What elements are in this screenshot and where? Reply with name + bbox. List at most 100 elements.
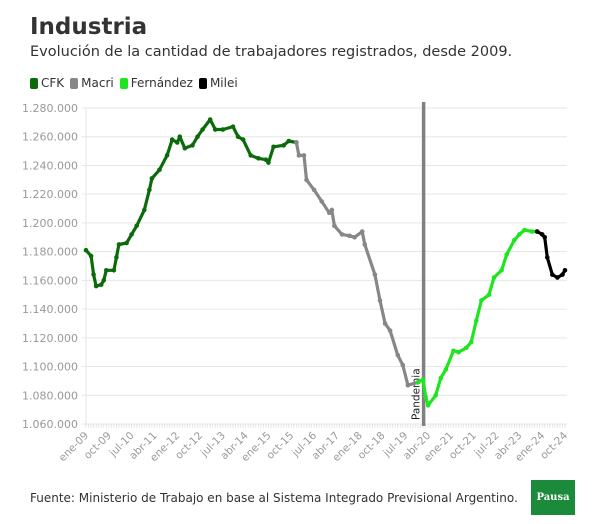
data-point bbox=[111, 268, 117, 273]
data-point bbox=[220, 127, 226, 132]
data-point bbox=[311, 187, 317, 193]
y-tick-label: 1.080.000 bbox=[22, 389, 78, 402]
data-point bbox=[473, 318, 479, 323]
data-point bbox=[562, 268, 568, 273]
data-point bbox=[301, 153, 307, 158]
data-point bbox=[499, 268, 504, 273]
data-point bbox=[443, 367, 449, 372]
data-point bbox=[550, 272, 555, 277]
data-point bbox=[101, 278, 107, 283]
data-point bbox=[134, 223, 139, 229]
series-line-fernández bbox=[416, 228, 539, 407]
y-tick-label: 1.280.000 bbox=[22, 102, 78, 115]
data-point bbox=[88, 253, 94, 259]
data-point bbox=[332, 223, 337, 229]
data-point bbox=[329, 207, 335, 213]
data-point bbox=[504, 252, 510, 257]
data-point bbox=[98, 282, 104, 287]
legend-item-macri[interactable]: Macri bbox=[70, 76, 114, 90]
legend: CFK Macri Fernández Milei bbox=[30, 76, 238, 90]
data-point bbox=[347, 233, 352, 239]
y-tick-label: 1.120.000 bbox=[22, 332, 78, 345]
x-axis: ene-09oct-09jul-10abr-11ene-12oct-12jul-… bbox=[57, 424, 570, 464]
legend-swatch bbox=[198, 77, 207, 89]
pandemic-annotation: Pandemia bbox=[411, 102, 426, 426]
series-line-macri bbox=[294, 140, 420, 387]
y-axis: 1.060.000 1.080.000 1.100.000 1.120.000 1.14… bbox=[22, 102, 78, 431]
data-point bbox=[451, 348, 456, 354]
data-point bbox=[319, 199, 324, 204]
line-chart: 1.060.000 1.080.000 1.100.000 1.120.000 1.14… bbox=[22, 102, 570, 464]
legend-label: Milei bbox=[209, 76, 238, 90]
legend-item-cfk[interactable]: CFK bbox=[30, 76, 64, 90]
data-point bbox=[114, 255, 119, 260]
y-tick-label: 1.180.000 bbox=[22, 246, 78, 259]
data-point bbox=[542, 234, 548, 240]
legend-item-milei[interactable]: Milei bbox=[198, 76, 238, 90]
data-point bbox=[544, 255, 550, 260]
data-point bbox=[116, 242, 122, 247]
data-point bbox=[230, 124, 236, 129]
data-point bbox=[456, 349, 461, 355]
gridlines bbox=[82, 107, 567, 425]
data-point bbox=[294, 140, 299, 145]
data-point bbox=[207, 117, 213, 122]
y-tick-label: 1.160.000 bbox=[22, 274, 78, 287]
data-point bbox=[423, 394, 428, 400]
legend-item-fernandez[interactable]: Fernández bbox=[119, 76, 193, 90]
y-tick-label: 1.260.000 bbox=[22, 131, 78, 144]
data-point bbox=[468, 339, 474, 345]
chart-subtitle: Evolución de la cantidad de trabajadores… bbox=[30, 44, 513, 60]
data-point bbox=[382, 321, 388, 326]
data-point bbox=[339, 232, 345, 237]
data-point bbox=[235, 134, 241, 140]
data-point bbox=[522, 227, 527, 233]
y-tick-label: 1.100.000 bbox=[22, 361, 78, 374]
data-point bbox=[164, 153, 170, 158]
data-point bbox=[433, 392, 439, 398]
data-point bbox=[405, 382, 411, 388]
data-point bbox=[91, 272, 96, 277]
data-point bbox=[359, 229, 365, 234]
data-point bbox=[415, 380, 421, 385]
data-point bbox=[362, 242, 368, 247]
data-point bbox=[286, 138, 292, 144]
legend-label: Fernández bbox=[130, 76, 193, 90]
legend-swatch bbox=[119, 77, 128, 89]
data-point bbox=[372, 272, 378, 277]
data-point bbox=[479, 298, 484, 303]
pandemic-label: Pandemia bbox=[411, 368, 423, 420]
data-point bbox=[240, 137, 246, 142]
data-point bbox=[377, 298, 383, 303]
data-point bbox=[190, 143, 195, 148]
data-point bbox=[177, 134, 183, 140]
data-point bbox=[212, 127, 218, 132]
legend-label: Macri bbox=[81, 76, 114, 90]
data-point bbox=[517, 232, 522, 237]
data-point bbox=[304, 177, 309, 183]
data-point bbox=[491, 275, 497, 280]
data-point bbox=[395, 352, 401, 358]
data-point bbox=[281, 143, 286, 148]
data-point bbox=[560, 272, 565, 277]
y-tick-label: 1.200.000 bbox=[22, 217, 78, 230]
data-point bbox=[420, 377, 426, 382]
data-point bbox=[103, 268, 109, 273]
data-point bbox=[425, 403, 431, 408]
data-point bbox=[534, 229, 540, 234]
pausa-logo[interactable]: Pausa bbox=[531, 480, 575, 515]
data-point bbox=[200, 127, 205, 132]
data-point bbox=[124, 240, 129, 246]
y-tick-label: 1.220.000 bbox=[22, 188, 78, 201]
data-point bbox=[463, 345, 469, 351]
data-point bbox=[157, 167, 162, 173]
y-tick-label: 1.240.000 bbox=[22, 159, 78, 172]
data-point bbox=[182, 145, 188, 151]
legend-swatch bbox=[30, 77, 38, 89]
data-point bbox=[512, 237, 517, 243]
data-point bbox=[266, 160, 271, 165]
y-tick-label: 1.060.000 bbox=[22, 418, 78, 431]
data-point bbox=[129, 232, 134, 237]
data-point bbox=[141, 207, 147, 213]
legend-label: CFK bbox=[41, 76, 65, 90]
